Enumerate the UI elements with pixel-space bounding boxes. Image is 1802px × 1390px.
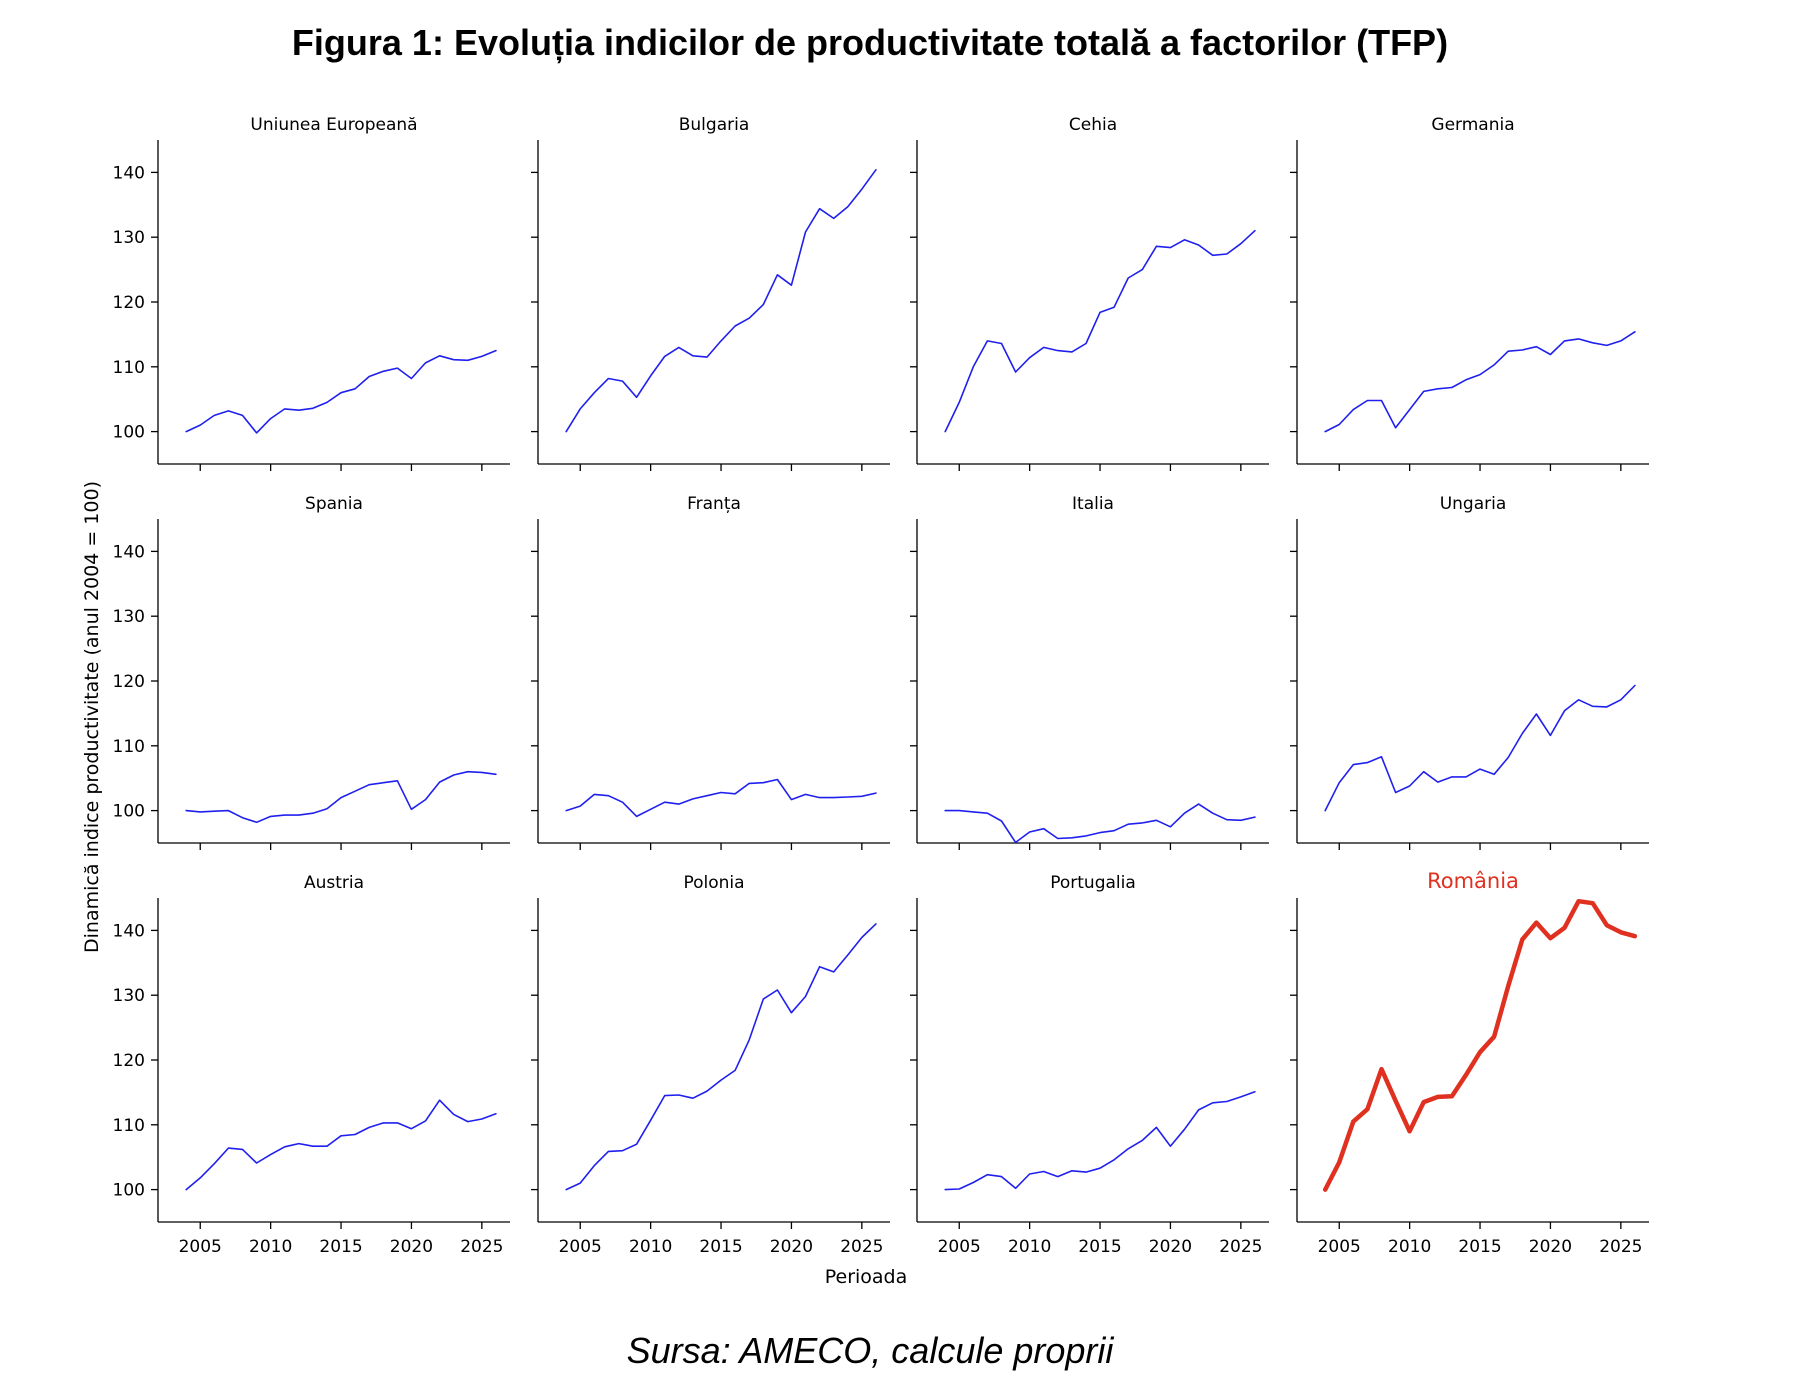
- y-tick-label: 100: [113, 423, 145, 443]
- x-tick-label: 2025: [840, 1237, 883, 1257]
- series-line-italia: [944, 803, 1256, 844]
- panel-title-franta: Franța: [687, 494, 741, 514]
- y-tick-label: 120: [113, 1051, 145, 1071]
- x-tick-label: 2005: [559, 1237, 602, 1257]
- x-tick-label: 2005: [179, 1237, 222, 1257]
- source-note: Sursa: AMECO, calcule proprii: [626, 1330, 1114, 1371]
- panel-title-bulgaria: Bulgaria: [679, 115, 750, 135]
- x-tick-label: 2015: [699, 1237, 742, 1257]
- x-tick-label: 2005: [1318, 1237, 1361, 1257]
- x-tick-label: 2005: [938, 1237, 981, 1257]
- panel-title-ungaria: Ungaria: [1440, 494, 1507, 514]
- y-tick-label: 140: [113, 921, 145, 941]
- series-line-bulgaria: [565, 169, 877, 433]
- panel-title-italia: Italia: [1072, 494, 1114, 514]
- x-tick-label: 2020: [1149, 1237, 1192, 1257]
- series-line-franta: [565, 778, 877, 818]
- y-tick-label: 120: [113, 293, 145, 313]
- y-tick-label: 140: [113, 542, 145, 562]
- x-tick-label: 2025: [1599, 1237, 1642, 1257]
- x-tick-label: 2015: [1458, 1237, 1501, 1257]
- x-tick-label: 2025: [1219, 1237, 1262, 1257]
- panel-title-uniunea-europeana: Uniunea Europeană: [250, 115, 417, 135]
- series-line-polonia: [565, 923, 877, 1191]
- panel-title-polonia: Polonia: [683, 873, 744, 893]
- panel-title-austria: Austria: [304, 873, 364, 893]
- x-tick-label: 2010: [629, 1237, 672, 1257]
- y-tick-label: 110: [113, 737, 145, 757]
- y-axis-label: Dinamică indice productivitate (anul 200…: [81, 481, 103, 953]
- y-tick-label: 130: [113, 228, 145, 248]
- series-line-germania: [1324, 330, 1636, 433]
- panel-title-portugalia: Portugalia: [1050, 873, 1136, 893]
- y-tick-label: 110: [113, 1116, 145, 1136]
- series-line-spania: [185, 770, 497, 824]
- x-tick-label: 2025: [460, 1237, 503, 1257]
- y-tick-label: 130: [113, 607, 145, 627]
- x-tick-label: 2020: [770, 1237, 813, 1257]
- x-tick-label: 2010: [1388, 1237, 1431, 1257]
- x-tick-label: 2010: [1008, 1237, 1051, 1257]
- y-tick-label: 140: [113, 163, 145, 183]
- x-tick-label: 2010: [249, 1237, 292, 1257]
- series-line-portugalia: [944, 1091, 1256, 1191]
- y-tick-label: 110: [113, 358, 145, 378]
- panel-title-spania: Spania: [305, 494, 363, 514]
- series-line-uniunea-europeana: [185, 349, 497, 434]
- y-tick-label: 100: [113, 802, 145, 822]
- series-line-austria: [185, 1099, 497, 1191]
- panel-title-romania: România: [1427, 869, 1519, 893]
- figure-title: Figura 1: Evoluția indicilor de producti…: [291, 22, 1449, 63]
- x-tick-label: 2020: [390, 1237, 433, 1257]
- y-tick-label: 100: [113, 1181, 145, 1201]
- panel-title-cehia: Cehia: [1069, 115, 1117, 135]
- x-tick-label: 2015: [1078, 1237, 1121, 1257]
- x-tick-label: 2015: [319, 1237, 362, 1257]
- series-line-cehia: [944, 229, 1256, 433]
- panel-title-germania: Germania: [1431, 115, 1514, 135]
- series-line-romania: [1322, 898, 1638, 1192]
- y-tick-label: 120: [113, 672, 145, 692]
- x-tick-label: 2020: [1529, 1237, 1572, 1257]
- y-tick-label: 130: [113, 986, 145, 1006]
- series-line-ungaria: [1324, 684, 1636, 812]
- x-axis-label: Perioada: [825, 1266, 908, 1288]
